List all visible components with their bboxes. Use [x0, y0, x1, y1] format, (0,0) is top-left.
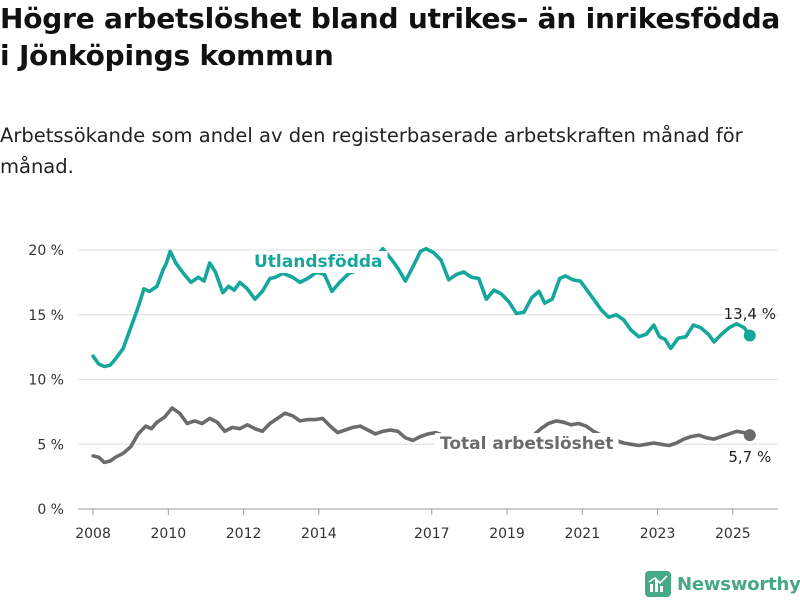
y-tick-label: 15 % [28, 308, 64, 324]
newsworthy-logo-icon [645, 571, 671, 597]
x-tick-label: 2014 [301, 526, 337, 542]
x-tick-label: 2025 [715, 526, 751, 542]
x-tick-label: 2019 [489, 526, 525, 542]
series-end-label: 5,7 % [728, 448, 771, 466]
chart-title: Högre arbetslöshet bland utrikes- än inr… [0, 2, 781, 72]
x-tick-label: 2017 [414, 526, 450, 542]
series-line-utlandsfodda [91, 246, 752, 369]
brand-name: Newsworthy [677, 573, 800, 595]
series-line-total [91, 406, 752, 465]
x-tick-label: 2021 [564, 526, 600, 542]
x-tick-label: 2010 [151, 526, 187, 542]
series-end-marker [743, 329, 756, 342]
y-tick-label: 0 % [37, 502, 64, 518]
series-end-marker [743, 429, 756, 442]
series-end-label: 13,4 % [724, 305, 776, 323]
series-label-total-background [435, 433, 619, 455]
series-label-utlandsfodda: Utlandsfödda [254, 252, 383, 272]
series-label-utlandsfodda-background [249, 251, 388, 273]
x-tick-label: 2023 [640, 526, 676, 542]
x-tick-label: 2012 [226, 526, 262, 542]
x-tick-label: 2008 [75, 526, 111, 542]
chart-subtitle: Arbetssökande som andel av den registerb… [0, 124, 743, 178]
newsworthy-brand: Newsworthy [645, 571, 800, 597]
y-tick-label: 20 % [28, 243, 64, 259]
y-tick-label: 5 % [37, 437, 64, 453]
series-label-total: Total arbetslöshet [440, 434, 614, 454]
y-tick-label: 10 % [28, 373, 64, 389]
